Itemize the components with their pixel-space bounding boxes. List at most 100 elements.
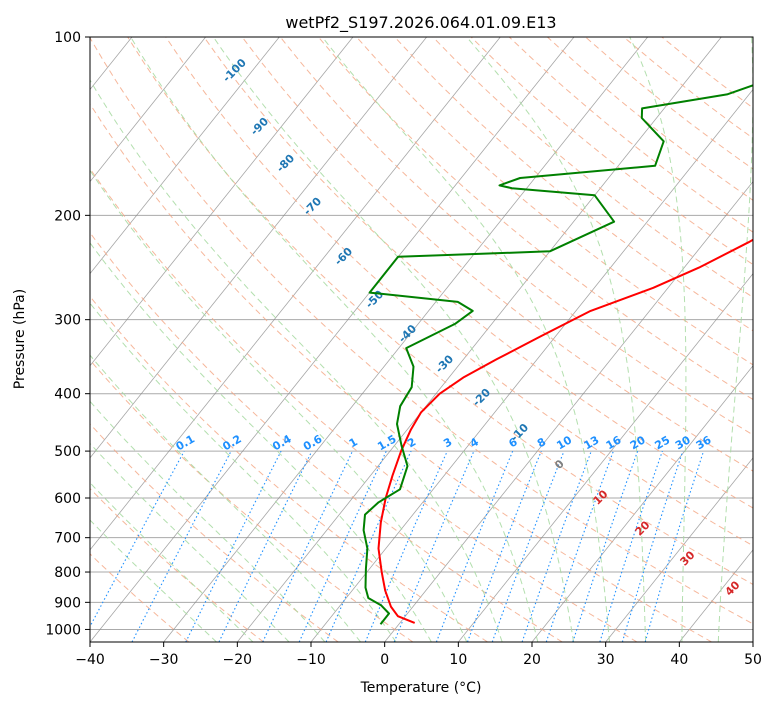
dry-adiabat-line — [394, 37, 753, 332]
isotherm-line — [458, 273, 753, 642]
dry-adiabat-label: -20 — [470, 386, 493, 409]
isotherm-line — [90, 37, 206, 183]
dry-adiabat-line — [127, 37, 753, 586]
moist-adiabat-line — [90, 302, 397, 642]
temperature-series-line — [377, 238, 753, 624]
mixing-ratio-label: 13 — [582, 433, 602, 452]
y-tick-label: 100 — [54, 30, 81, 46]
dry-adiabat-line — [203, 37, 753, 509]
dry-adiabat-line — [90, 553, 190, 642]
mixing-ratio-line — [466, 450, 542, 642]
dry-adiabat-line — [356, 37, 753, 366]
dry-adiabat-label: -70 — [301, 194, 324, 217]
y-tick-label: 600 — [54, 491, 81, 507]
moist-adiabat-label: 30 — [678, 548, 698, 568]
mixing-ratio-line — [644, 450, 705, 642]
isotherm-line — [0, 37, 58, 642]
x-tick-label: 50 — [744, 652, 762, 668]
isotherm-line — [90, 37, 280, 275]
mixing-ratio-label: 16 — [604, 433, 624, 452]
moist-adiabat-line — [130, 37, 539, 642]
mixing-ratio-label: 30 — [673, 433, 693, 452]
isotherm-line — [679, 549, 753, 642]
mixing-ratio-label: 0.4 — [270, 432, 294, 453]
y-axis-label: Pressure (hPa) — [12, 289, 28, 389]
moist-adiabat-line — [90, 442, 290, 642]
mixing-ratio-line — [545, 450, 614, 642]
plot-frame — [89, 36, 754, 643]
mixing-ratio-line — [491, 450, 565, 642]
dry-adiabat-line — [547, 37, 753, 201]
x-tick-label: 40 — [670, 652, 688, 668]
isotherm-line — [310, 88, 753, 642]
mixing-ratio-line — [521, 450, 592, 642]
y-tick-label: 400 — [54, 387, 81, 403]
isotherm-line — [90, 37, 354, 367]
x-tick-label: 0 — [380, 652, 389, 668]
moist-adiabat-label: 20 — [633, 518, 653, 538]
dry-adiabat-line — [165, 37, 753, 547]
moist-adiabat-line — [90, 242, 432, 642]
moist-adiabat-label: 40 — [723, 578, 743, 598]
dry-adiabat-label: -40 — [396, 322, 419, 345]
y-tick-label: 900 — [54, 595, 81, 611]
x-tick-label: −10 — [296, 652, 326, 668]
isotherm-line — [163, 37, 648, 642]
dry-adiabat-line — [241, 37, 753, 472]
dry-adiabat-line — [90, 231, 563, 642]
dry-adiabat-label: -50 — [363, 288, 386, 311]
isotherm-line — [384, 180, 753, 642]
x-tick-label: −30 — [149, 652, 179, 668]
y-tick-label: 200 — [54, 208, 81, 224]
moist-adiabat-line — [90, 79, 503, 642]
mixing-ratio-label: 3 — [441, 435, 454, 450]
mixing-ratio-label: 25 — [653, 433, 673, 452]
dry-adiabat-line — [90, 37, 753, 625]
dry-adiabat-line — [90, 103, 712, 642]
moist-adiabat-line — [629, 37, 687, 642]
x-tick-label: 30 — [597, 652, 615, 668]
mixing-ratio-line — [325, 450, 412, 642]
y-tick-label: 1000 — [45, 622, 81, 638]
dry-adiabat-line — [661, 37, 753, 109]
x-tick-label: −20 — [223, 652, 253, 668]
mixing-ratio-label: 4 — [468, 435, 481, 450]
moist-adiabat-line — [90, 400, 326, 642]
chart-title: wetPf2_S197.2026.064.01.09.E13 — [285, 13, 556, 33]
dewpoint-series-line — [362, 84, 753, 625]
isotherm-line — [90, 37, 427, 459]
isotherm-line — [90, 37, 575, 642]
mixing-ratio-line — [262, 450, 353, 642]
mixing-ratio-line — [435, 450, 514, 642]
profile-series — [362, 84, 753, 625]
mixing-ratio-line — [90, 450, 185, 628]
dry-adiabat-line — [90, 295, 488, 642]
moist-adiabat-line — [90, 519, 217, 642]
dry-adiabat-line — [90, 423, 339, 642]
isotherm-line — [90, 37, 501, 551]
dry-adiabat-line — [90, 487, 264, 642]
background-lines — [0, 37, 753, 642]
mixing-ratio-line — [364, 450, 448, 642]
x-tick-label: 10 — [449, 652, 467, 668]
mixing-ratio-label: 1 — [347, 435, 360, 450]
mixing-ratio-line — [599, 450, 663, 642]
isotherm-line — [605, 457, 753, 642]
background-labels: 0.1 0.2 0.4 0.6 1 1.5 2 3 4 6 8 10 13 16 20 25 30 36-100-… — [174, 56, 743, 599]
y-tick-label: 500 — [54, 444, 81, 460]
mixing-ratio-line — [298, 450, 387, 642]
moist-adiabat-line — [90, 354, 361, 642]
dry-adiabat-line — [585, 37, 753, 170]
dry-adiabat-label: -90 — [248, 115, 271, 138]
mixing-ratio-label: 8 — [535, 435, 548, 450]
dry-adiabat-line — [318, 37, 753, 401]
y-tick-label: 800 — [54, 565, 81, 581]
mixing-ratio-label: 20 — [628, 433, 648, 452]
dry-adiabat-label: -60 — [332, 245, 355, 268]
mixing-ratio-label: 0.2 — [220, 432, 243, 453]
isotherm-line — [531, 365, 753, 642]
isotherm-line — [237, 37, 722, 642]
mixing-ratio-label: 10 — [554, 433, 574, 452]
isotherm-line — [752, 641, 753, 642]
